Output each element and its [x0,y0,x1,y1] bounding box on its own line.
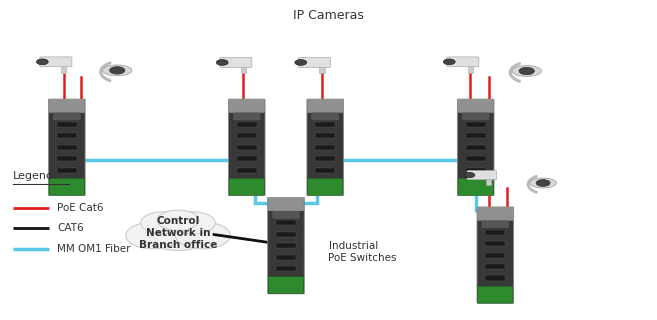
Text: Legend: Legend [13,171,55,181]
Circle shape [142,215,214,251]
FancyBboxPatch shape [229,100,264,112]
FancyBboxPatch shape [486,230,505,235]
FancyBboxPatch shape [466,133,486,139]
FancyBboxPatch shape [229,99,265,196]
FancyBboxPatch shape [478,207,513,220]
FancyBboxPatch shape [237,156,257,161]
FancyBboxPatch shape [229,178,264,195]
Text: Control
Network in
Branch office: Control Network in Branch office [139,216,217,250]
Circle shape [125,222,181,249]
FancyBboxPatch shape [457,99,494,196]
Text: MM OM1 Fiber: MM OM1 Fiber [57,244,131,254]
FancyBboxPatch shape [307,178,343,195]
Circle shape [295,60,307,65]
FancyBboxPatch shape [467,171,497,180]
FancyBboxPatch shape [315,168,335,173]
Circle shape [157,210,199,230]
FancyBboxPatch shape [315,156,335,161]
FancyBboxPatch shape [276,254,296,260]
Text: CAT6: CAT6 [57,223,83,233]
FancyBboxPatch shape [315,145,335,150]
Ellipse shape [530,178,556,188]
FancyBboxPatch shape [57,122,77,127]
Ellipse shape [110,67,125,74]
FancyBboxPatch shape [458,100,493,112]
FancyBboxPatch shape [57,133,77,139]
Circle shape [141,212,187,234]
FancyBboxPatch shape [53,113,80,120]
FancyBboxPatch shape [40,57,72,67]
FancyBboxPatch shape [268,198,304,211]
FancyBboxPatch shape [240,67,246,73]
FancyBboxPatch shape [478,286,513,303]
FancyBboxPatch shape [315,122,335,127]
FancyBboxPatch shape [315,133,335,139]
Ellipse shape [536,180,550,186]
Circle shape [36,59,48,65]
FancyBboxPatch shape [220,58,252,68]
FancyBboxPatch shape [57,156,77,161]
FancyBboxPatch shape [466,145,486,150]
FancyBboxPatch shape [57,145,77,150]
FancyBboxPatch shape [237,168,257,173]
FancyBboxPatch shape [49,99,85,196]
FancyBboxPatch shape [276,243,296,248]
FancyBboxPatch shape [486,276,505,281]
Ellipse shape [519,67,534,75]
FancyBboxPatch shape [237,145,257,150]
FancyBboxPatch shape [482,220,509,228]
FancyBboxPatch shape [486,252,505,258]
FancyBboxPatch shape [273,211,300,218]
FancyBboxPatch shape [477,207,514,303]
FancyBboxPatch shape [49,100,85,112]
FancyBboxPatch shape [237,122,257,127]
FancyBboxPatch shape [466,122,486,127]
Text: IP Cameras: IP Cameras [293,9,364,22]
Text: Industrial
PoE Switches: Industrial PoE Switches [328,241,397,263]
FancyBboxPatch shape [276,266,296,271]
FancyBboxPatch shape [312,113,338,120]
FancyBboxPatch shape [486,179,491,185]
Circle shape [175,222,231,249]
Circle shape [464,172,475,178]
FancyBboxPatch shape [57,168,77,173]
FancyBboxPatch shape [319,67,325,73]
FancyBboxPatch shape [307,99,344,196]
FancyBboxPatch shape [447,57,479,67]
FancyBboxPatch shape [267,197,304,294]
FancyBboxPatch shape [466,168,486,173]
FancyBboxPatch shape [268,277,304,293]
FancyBboxPatch shape [276,220,296,225]
FancyBboxPatch shape [49,178,85,195]
FancyBboxPatch shape [468,66,474,73]
FancyBboxPatch shape [486,241,505,246]
Circle shape [170,212,215,234]
FancyBboxPatch shape [60,66,66,73]
Ellipse shape [102,65,132,76]
FancyBboxPatch shape [458,178,493,195]
FancyBboxPatch shape [307,100,343,112]
FancyBboxPatch shape [276,232,296,237]
Circle shape [216,60,228,65]
FancyBboxPatch shape [463,113,489,120]
Ellipse shape [512,66,541,76]
Circle shape [443,59,455,65]
FancyBboxPatch shape [298,58,330,68]
FancyBboxPatch shape [466,156,486,161]
Text: PoE Cat6: PoE Cat6 [57,203,104,212]
FancyBboxPatch shape [486,264,505,269]
FancyBboxPatch shape [237,133,257,139]
FancyBboxPatch shape [233,113,260,120]
